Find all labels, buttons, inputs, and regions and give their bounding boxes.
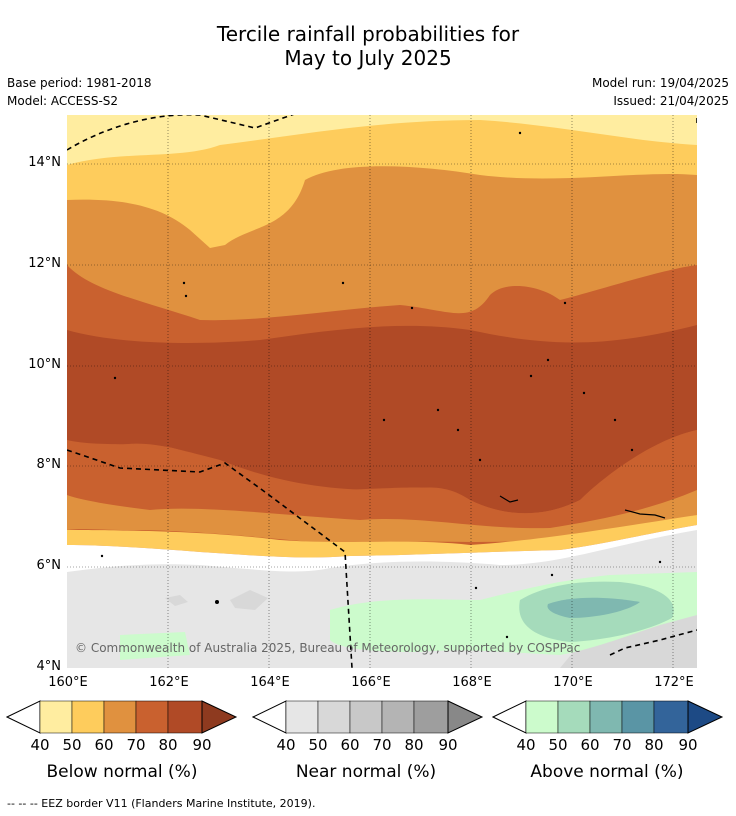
lon-label: 160°E	[48, 675, 88, 690]
cbar-tick: 50	[308, 736, 328, 754]
reef-outline	[624, 509, 666, 519]
cbar-tick: 50	[548, 736, 568, 754]
lon-label: 170°E	[553, 675, 593, 690]
base-period: Base period: 1981-2018	[7, 76, 152, 90]
colorbar-below	[6, 700, 238, 734]
colorbar-label-above: Above normal (%)	[530, 762, 684, 782]
colorbar-near	[252, 700, 484, 734]
lon-label: 172°E	[654, 675, 694, 690]
cbar-tick: 80	[158, 736, 178, 754]
lat-label: 10°N	[28, 357, 61, 372]
cbar-tick: 70	[372, 736, 392, 754]
cbar-tick: 60	[94, 736, 114, 754]
cbar-tick: 80	[644, 736, 664, 754]
colorbar-label-near: Near normal (%)	[295, 762, 437, 782]
meta-left: Base period: 1981-2018 Model: ACCESS-S2	[7, 74, 152, 110]
rainfall-map	[67, 115, 697, 668]
colorbar-above	[492, 700, 724, 734]
eez-border	[67, 115, 697, 668]
lon-label: 168°E	[452, 675, 492, 690]
lat-label: 8°N	[36, 457, 62, 472]
cbar-tick: 40	[516, 736, 536, 754]
above-normal-60-70	[547, 597, 640, 618]
band-south-70-80	[67, 430, 697, 529]
cbar-tick: 90	[192, 736, 212, 754]
lon-label: 166°E	[351, 675, 391, 690]
band-south-50-60	[67, 515, 697, 558]
cbar-tick: 70	[126, 736, 146, 754]
chart-title: Tercile rainfall probabilities for May t…	[0, 22, 736, 70]
cbar-tick: 40	[276, 736, 296, 754]
near-normal-patch	[165, 590, 697, 668]
model-run: Model run: 19/04/2025	[591, 76, 729, 90]
cbar-tick: 90	[438, 736, 458, 754]
model-name: Model: ACCESS-S2	[7, 94, 119, 108]
cbar-tick: 50	[62, 736, 82, 754]
cbar-tick: 40	[30, 736, 50, 754]
copyright-text: © Commonwealth of Australia 2025, Bureau…	[75, 641, 581, 655]
reef-outline-2	[499, 495, 519, 503]
lat-label: 4°N	[36, 659, 62, 674]
cbar-tick: 60	[580, 736, 600, 754]
lon-label: 164°E	[250, 675, 290, 690]
lat-label: 6°N	[36, 558, 62, 573]
issued-date: Issued: 21/04/2025	[613, 94, 729, 108]
band-80-90	[67, 325, 697, 514]
lat-label: 12°N	[28, 256, 61, 271]
title-line1: Tercile rainfall probabilities for	[216, 22, 520, 46]
cbar-tick: 80	[404, 736, 424, 754]
title-line2: May to July 2025	[284, 46, 452, 70]
lat-label: 14°N	[28, 155, 61, 170]
lon-label: 162°E	[149, 675, 189, 690]
colorbar-label-below: Below normal (%)	[46, 762, 198, 782]
band-south-60-70	[67, 490, 697, 545]
meta-right: Model run: 19/04/2025 Issued: 21/04/2025	[592, 74, 729, 110]
cbar-tick: 90	[678, 736, 698, 754]
above-normal-patch-west	[120, 632, 190, 660]
cbar-tick: 70	[612, 736, 632, 754]
islands	[100, 131, 662, 639]
cbar-tick: 60	[340, 736, 360, 754]
eez-legend-note: -- -- -- EEZ border V11 (Flanders Marine…	[7, 797, 316, 810]
grid-lines	[67, 115, 697, 668]
